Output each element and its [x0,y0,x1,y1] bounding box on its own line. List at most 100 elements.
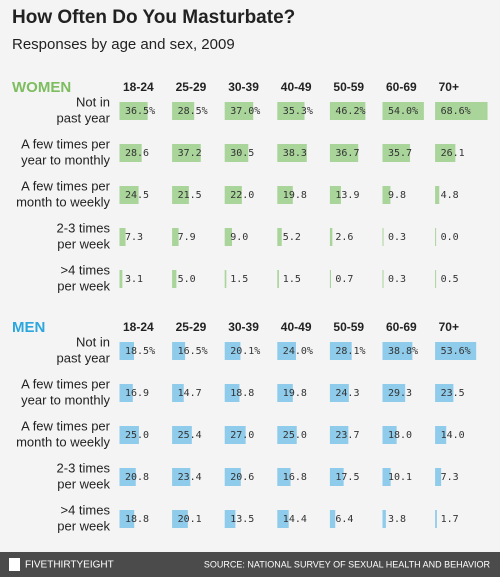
bar [277,342,296,360]
value-label: 20.1% [230,346,260,357]
row-label: >4 times [61,262,111,277]
row-label: year to monthly [21,392,110,407]
bar [225,384,240,402]
bar [120,144,142,162]
bar [435,384,454,402]
value-label: 38.8% [388,346,418,357]
value-label: 29.3 [388,388,412,399]
value-label: 26.1 [441,148,465,159]
value-label: 7.3 [125,232,143,243]
value-label: 0.7 [335,274,353,285]
bar [383,186,391,204]
column-header: 60-69 [386,80,417,94]
bar [172,102,195,120]
value-label: 35.7 [388,148,412,159]
bar [225,144,249,162]
value-label: 17.5 [335,472,359,483]
value-label: 13.9 [335,190,359,201]
bar [172,510,188,528]
column-header: 18-24 [123,80,154,94]
bar [277,144,307,162]
bar [172,228,179,246]
bar [120,342,135,360]
bar [277,468,291,486]
group-label: WOMEN [12,79,71,96]
bar [120,384,133,402]
value-label: 0.3 [388,232,406,243]
value-label: 14.0 [441,430,465,441]
value-label: 25.0 [125,430,149,441]
row-label: per week [57,518,110,533]
bar [330,342,352,360]
row-label: past year [57,110,111,125]
column-header: 50-59 [333,80,364,94]
chart-subtitle: Responses by age and sex, 2009 [12,36,235,53]
bar [172,426,192,444]
value-label: 14.4 [283,514,307,525]
footer [0,552,500,577]
bar [383,468,391,486]
value-label: 35.3% [283,106,313,117]
bar [277,510,289,528]
bar [172,342,186,360]
value-label: 6.4 [335,514,353,525]
bar [330,102,366,120]
bar [120,468,136,486]
value-label: 46.2% [335,106,365,117]
column-header: 70+ [439,320,459,334]
row-label: A few times per [21,418,111,433]
value-label: 25.4 [178,430,202,441]
value-label: 37.2 [178,148,202,159]
bar [435,186,440,204]
column-header: 18-24 [123,320,154,334]
bar [225,426,246,444]
bar [330,426,349,444]
value-label: 24.3 [335,388,359,399]
value-label: 21.5 [178,190,202,201]
value-label: 22.0 [230,190,254,201]
bar [120,186,139,204]
value-label: 24.0% [283,346,313,357]
column-header: 40-49 [281,320,312,334]
value-label: 30.5 [230,148,254,159]
value-label: 36.5% [125,106,155,117]
bar [277,426,297,444]
bar [330,144,359,162]
bar [330,468,344,486]
bar [225,342,241,360]
bar [120,270,123,288]
value-label: 20.6 [230,472,254,483]
row-label: 2-3 times [57,220,111,235]
value-label: 14.7 [178,388,202,399]
bar [225,102,254,120]
value-label: 0.3 [388,274,406,285]
value-label: 20.8 [125,472,149,483]
value-label: 0.0 [441,232,459,243]
value-label: 18.0 [388,430,412,441]
column-header: 40-49 [281,80,312,94]
group-label: MEN [12,319,45,336]
bar [435,468,442,486]
bar [383,144,411,162]
value-label: 18.8 [230,388,254,399]
bar [277,102,305,120]
bar [225,468,241,486]
bar [225,270,227,288]
column-header: 25-29 [176,320,207,334]
bar [277,228,282,246]
bar [435,342,477,360]
value-label: 19.8 [283,190,307,201]
value-label: 16.5% [178,346,208,357]
value-label: 1.5 [230,274,248,285]
value-label: 23.5 [441,388,465,399]
column-header: 30-39 [228,320,259,334]
bar [435,102,488,120]
bar [330,186,341,204]
bar [225,228,233,246]
value-label: 38.3 [283,148,307,159]
value-label: 13.5 [230,514,254,525]
source: SOURCE: NATIONAL SURVEY OF SEXUAL HEALTH… [204,559,491,569]
bar [277,186,293,204]
bar [120,228,126,246]
value-label: 28.5% [178,106,208,117]
